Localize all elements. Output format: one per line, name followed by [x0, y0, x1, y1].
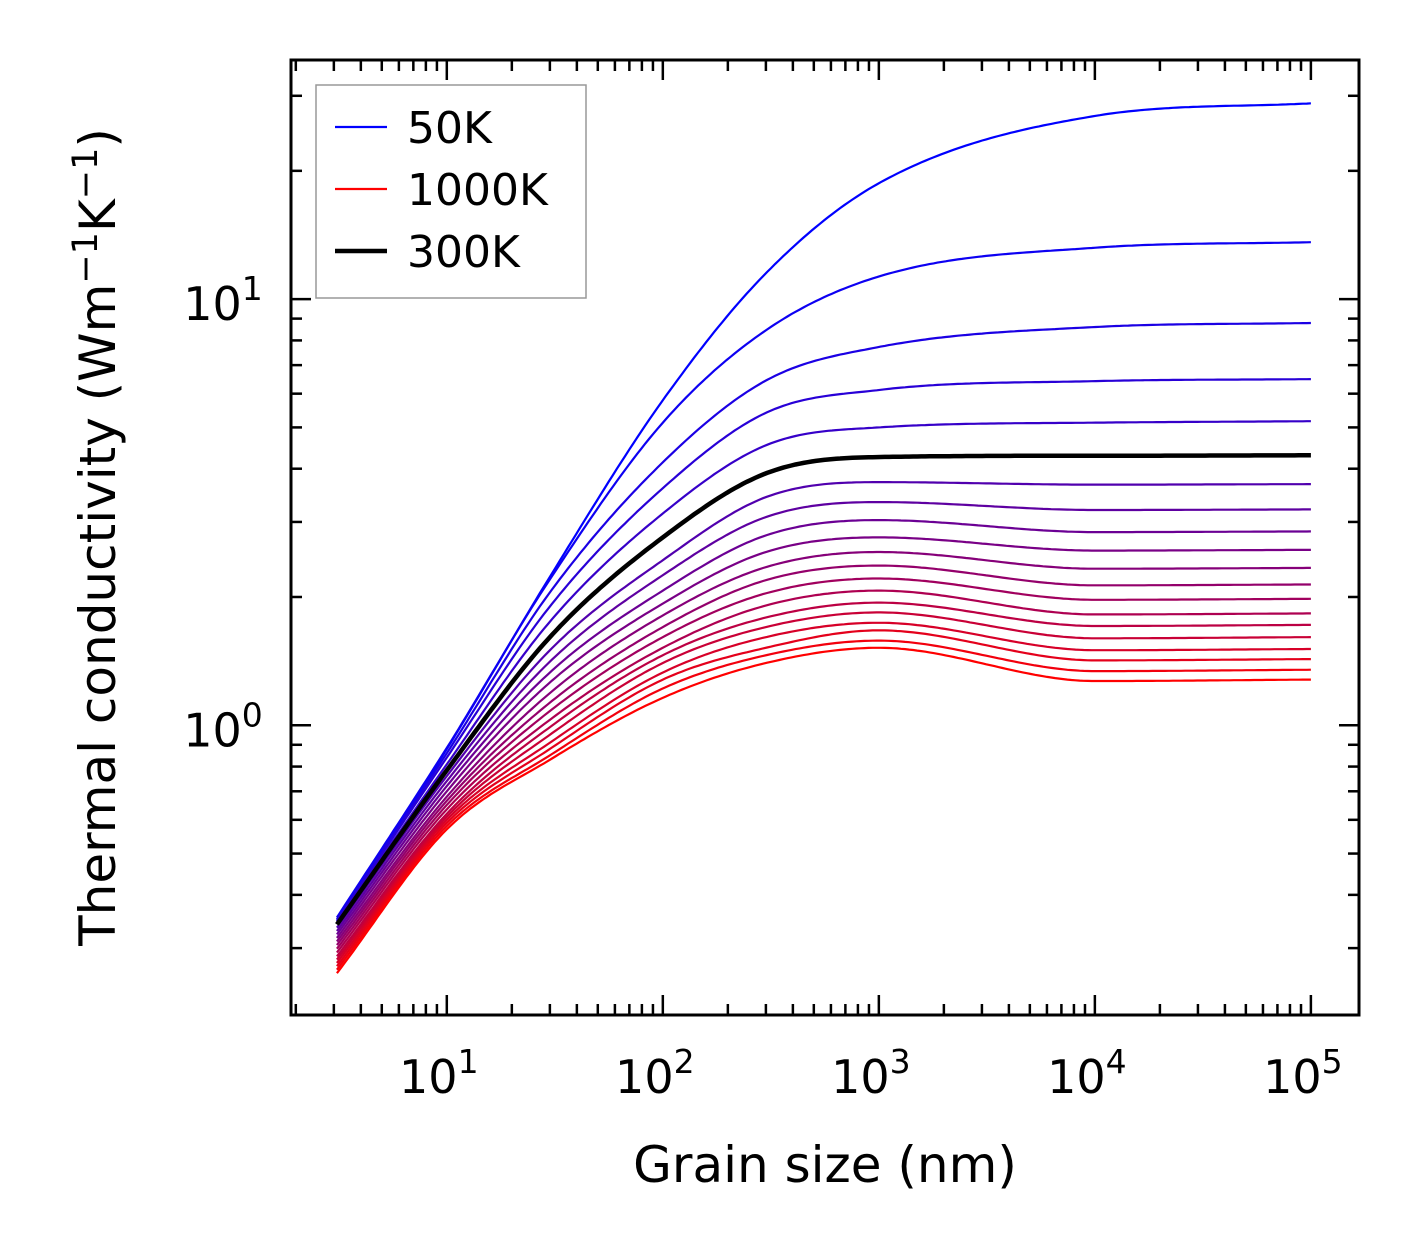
curves-group [335, 102, 1311, 974]
series-line-400K [336, 501, 1311, 932]
series-line-300K [335, 453, 1311, 926]
series-line-550K [336, 550, 1311, 943]
y-tick-labels: 100 101 [183, 269, 263, 757]
series-line-450K [336, 519, 1311, 936]
series-line-1000K [336, 646, 1311, 974]
y-axis-label: Thermal conductivity (Wm−1K−1) [66, 128, 127, 947]
legend-label-50K: 50K [407, 103, 493, 154]
series-line-950K [336, 639, 1311, 971]
y-tick-label: 100 [183, 695, 263, 757]
x-tick-label: 103 [831, 1042, 911, 1104]
x-axis-label: Grain size (nm) [633, 1136, 1017, 1194]
series-line-500K [336, 536, 1311, 939]
series-line-350K [336, 481, 1311, 929]
series-line-850K [336, 621, 1311, 964]
y-tick-label: 101 [183, 269, 263, 331]
x-tick-label: 102 [615, 1042, 695, 1104]
legend-label-300K: 300K [407, 227, 521, 278]
legend-frame [315, 84, 587, 299]
series-line-800K [336, 611, 1311, 961]
series-line-150K [335, 321, 1311, 921]
ticks-group [291, 60, 1359, 1015]
series-line-750K [336, 601, 1311, 957]
legend-label-1000K: 1000K [407, 165, 549, 216]
series-line-200K [335, 378, 1311, 922]
legend: 50K 1000K 300K [315, 84, 587, 299]
series-line-250K [335, 420, 1311, 924]
plot-frame [289, 58, 1361, 1017]
x-tick-labels: 101 102 103 104 105 [399, 1042, 1343, 1104]
series-line-650K [336, 577, 1311, 950]
series-line-900K [336, 629, 1311, 967]
x-tick-label: 104 [1047, 1042, 1127, 1104]
series-line-700K [336, 589, 1311, 954]
x-tick-label: 101 [399, 1042, 479, 1104]
x-tick-label: 105 [1263, 1042, 1343, 1104]
series-line-100K [335, 241, 1311, 919]
series-line-600K [336, 564, 1311, 946]
